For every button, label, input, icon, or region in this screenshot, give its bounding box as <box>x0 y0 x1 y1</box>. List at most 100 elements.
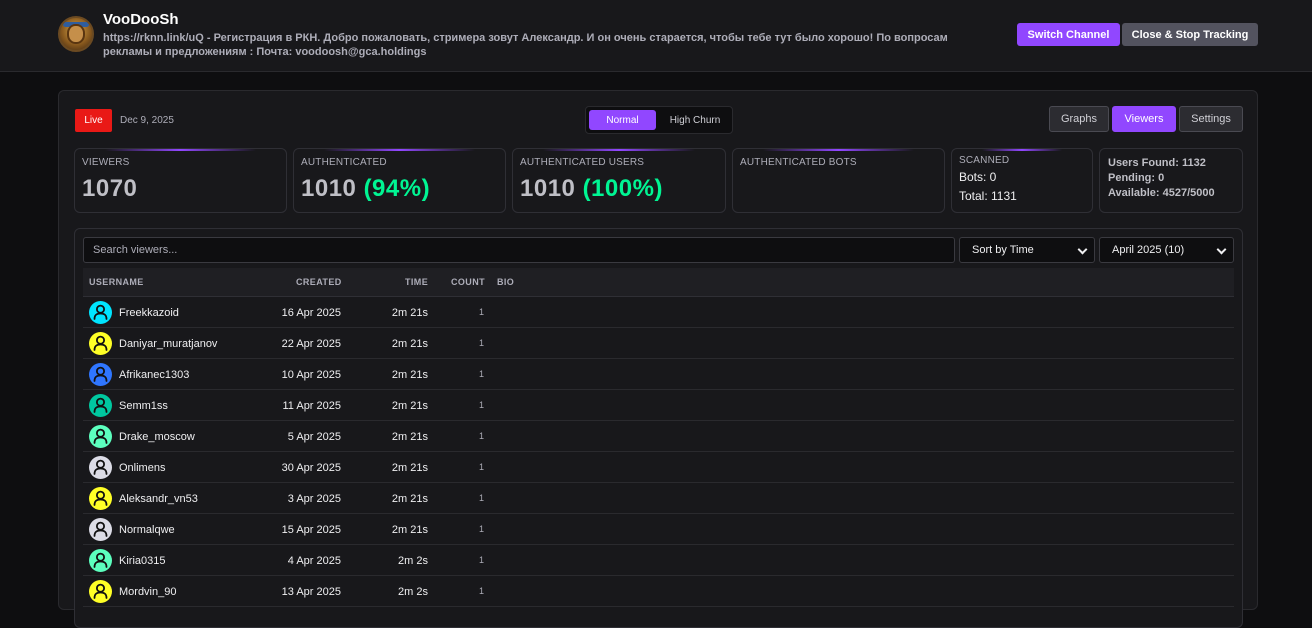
row-username[interactable]: Normalqwe <box>119 524 175 536</box>
row-created: 16 Apr 2025 <box>281 307 341 319</box>
row-count: 1 <box>478 555 484 565</box>
mode-normal-button[interactable]: Normal <box>589 110 656 130</box>
month-filter-select[interactable]: April 2025 (10) <box>1099 237 1234 263</box>
authenticated-users-card: AUTHENTICATED USERS 1010 (100%) <box>512 148 726 213</box>
column-bio[interactable]: BIO <box>497 277 515 287</box>
tab-graphs[interactable]: Graphs <box>1049 106 1109 132</box>
row-created: 30 Apr 2025 <box>281 462 341 474</box>
channel-name: VooDooSh <box>103 11 179 28</box>
user-icon <box>89 518 112 541</box>
table-body: Freekkazoid 16 Apr 2025 2m 21s 1 Daniyar… <box>83 297 1234 607</box>
row-username[interactable]: Onlimens <box>119 462 166 474</box>
user-icon <box>89 301 112 324</box>
users-found: Users Found: 1132 <box>1108 157 1206 169</box>
tab-settings[interactable]: Settings <box>1179 106 1243 132</box>
row-count: 1 <box>478 462 484 472</box>
row-username[interactable]: Semm1ss <box>119 400 168 412</box>
viewers-value: 1070 <box>82 175 138 202</box>
scanned-card: SCANNED Bots: 0 Total: 1131 <box>951 148 1093 213</box>
search-input[interactable] <box>83 237 955 263</box>
switch-channel-button[interactable]: Switch Channel <box>1017 23 1120 46</box>
row-username[interactable]: Drake_moscow <box>119 431 195 443</box>
table-row[interactable]: Kiria0315 4 Apr 2025 2m 2s 1 <box>83 545 1234 576</box>
row-username[interactable]: Daniyar_muratjanov <box>119 338 218 350</box>
row-count: 1 <box>478 586 484 596</box>
user-icon <box>89 363 112 386</box>
row-created: 5 Apr 2025 <box>287 431 341 443</box>
table-row[interactable]: Mordvin_90 13 Apr 2025 2m 2s 1 <box>83 576 1234 607</box>
sort-select[interactable]: Sort by Time <box>959 237 1095 263</box>
row-username[interactable]: Kiria0315 <box>119 555 166 567</box>
chevron-down-icon <box>1077 244 1088 255</box>
user-icon <box>89 487 112 510</box>
viewers-card: VIEWERS 1070 <box>74 148 287 213</box>
live-badge: Live <box>75 109 112 132</box>
stream-date: Dec 9, 2025 <box>120 115 174 126</box>
authenticated-value: 1010 <box>301 175 357 202</box>
row-time: 2m 21s <box>391 307 428 319</box>
row-count: 1 <box>478 524 484 534</box>
table-row[interactable]: Onlimens 30 Apr 2025 2m 21s 1 <box>83 452 1234 483</box>
top-bar: VooDooSh https://rknn.link/uQ - Регистра… <box>0 0 1312 72</box>
month-filter-value: April 2025 (10) <box>1112 244 1185 256</box>
user-icon <box>89 456 112 479</box>
user-icon <box>89 580 112 603</box>
user-icon <box>89 332 112 355</box>
user-icon <box>89 394 112 417</box>
available-count: Available: 4527/5000 <box>1108 187 1215 199</box>
row-count: 1 <box>478 369 484 379</box>
row-created: 13 Apr 2025 <box>281 586 341 598</box>
row-time: 2m 21s <box>391 338 428 350</box>
mode-high-churn-button[interactable]: High Churn <box>669 114 721 126</box>
authenticated-percent: (94%) <box>363 175 431 202</box>
column-time[interactable]: TIME <box>405 277 429 287</box>
table-row[interactable]: Drake_moscow 5 Apr 2025 2m 21s 1 <box>83 421 1234 452</box>
viewer-list: Sort by Time April 2025 (10) USERNAME CR… <box>74 228 1243 628</box>
authenticated-users-label: AUTHENTICATED USERS <box>520 157 645 168</box>
row-time: 2m 2s <box>398 586 428 598</box>
scan-status-card: Users Found: 1132 Pending: 0 Available: … <box>1099 148 1243 213</box>
tab-viewers[interactable]: Viewers <box>1112 106 1176 132</box>
row-username[interactable]: Aleksandr_vn53 <box>119 493 198 505</box>
table-row[interactable]: Normalqwe 15 Apr 2025 2m 21s 1 <box>83 514 1234 545</box>
row-count: 1 <box>478 307 484 317</box>
row-time: 2m 21s <box>391 431 428 443</box>
row-created: 22 Apr 2025 <box>281 338 341 350</box>
column-created[interactable]: CREATED <box>296 277 342 287</box>
scanned-total: Total: 1131 <box>959 189 1017 203</box>
row-username[interactable]: Afrikanec1303 <box>119 369 190 381</box>
row-created: 10 Apr 2025 <box>281 369 341 381</box>
row-time: 2m 21s <box>391 493 428 505</box>
authenticated-card: AUTHENTICATED 1010 (94%) <box>293 148 506 213</box>
row-created: 3 Apr 2025 <box>287 493 341 505</box>
sort-select-value: Sort by Time <box>972 244 1034 256</box>
row-username[interactable]: Freekkazoid <box>119 307 179 319</box>
row-count: 1 <box>478 338 484 348</box>
table-row[interactable]: Freekkazoid 16 Apr 2025 2m 21s 1 <box>83 297 1234 328</box>
row-time: 2m 21s <box>391 400 428 412</box>
scanned-bots: Bots: 0 <box>959 170 997 184</box>
row-count: 1 <box>478 400 484 410</box>
row-time: 2m 21s <box>391 369 428 381</box>
table-row[interactable]: Afrikanec1303 10 Apr 2025 2m 21s 1 <box>83 359 1234 390</box>
mode-toggle: Normal High Churn <box>585 106 733 134</box>
scanned-label: SCANNED <box>959 155 1010 166</box>
table-row[interactable]: Daniyar_muratjanov 22 Apr 2025 2m 21s 1 <box>83 328 1234 359</box>
table-header: USERNAME CREATED TIME COUNT BIO <box>83 268 1234 297</box>
close-stop-tracking-button[interactable]: Close & Stop Tracking <box>1122 23 1258 46</box>
table-row[interactable]: Aleksandr_vn53 3 Apr 2025 2m 21s 1 <box>83 483 1234 514</box>
viewers-label: VIEWERS <box>82 157 130 168</box>
authenticated-users-value: 1010 <box>520 175 576 202</box>
authenticated-bots-label: AUTHENTICATED BOTS <box>740 157 857 168</box>
authenticated-bots-card: AUTHENTICATED BOTS <box>732 148 945 213</box>
row-count: 1 <box>478 493 484 503</box>
column-count[interactable]: COUNT <box>451 277 485 287</box>
channel-description: https://rknn.link/uQ - Регистрация в РКН… <box>103 32 948 58</box>
user-icon <box>89 549 112 572</box>
row-created: 4 Apr 2025 <box>287 555 341 567</box>
chevron-down-icon <box>1216 244 1227 255</box>
row-username[interactable]: Mordvin_90 <box>119 586 177 598</box>
column-username[interactable]: USERNAME <box>89 277 144 287</box>
user-icon <box>89 425 112 448</box>
table-row[interactable]: Semm1ss 11 Apr 2025 2m 21s 1 <box>83 390 1234 421</box>
